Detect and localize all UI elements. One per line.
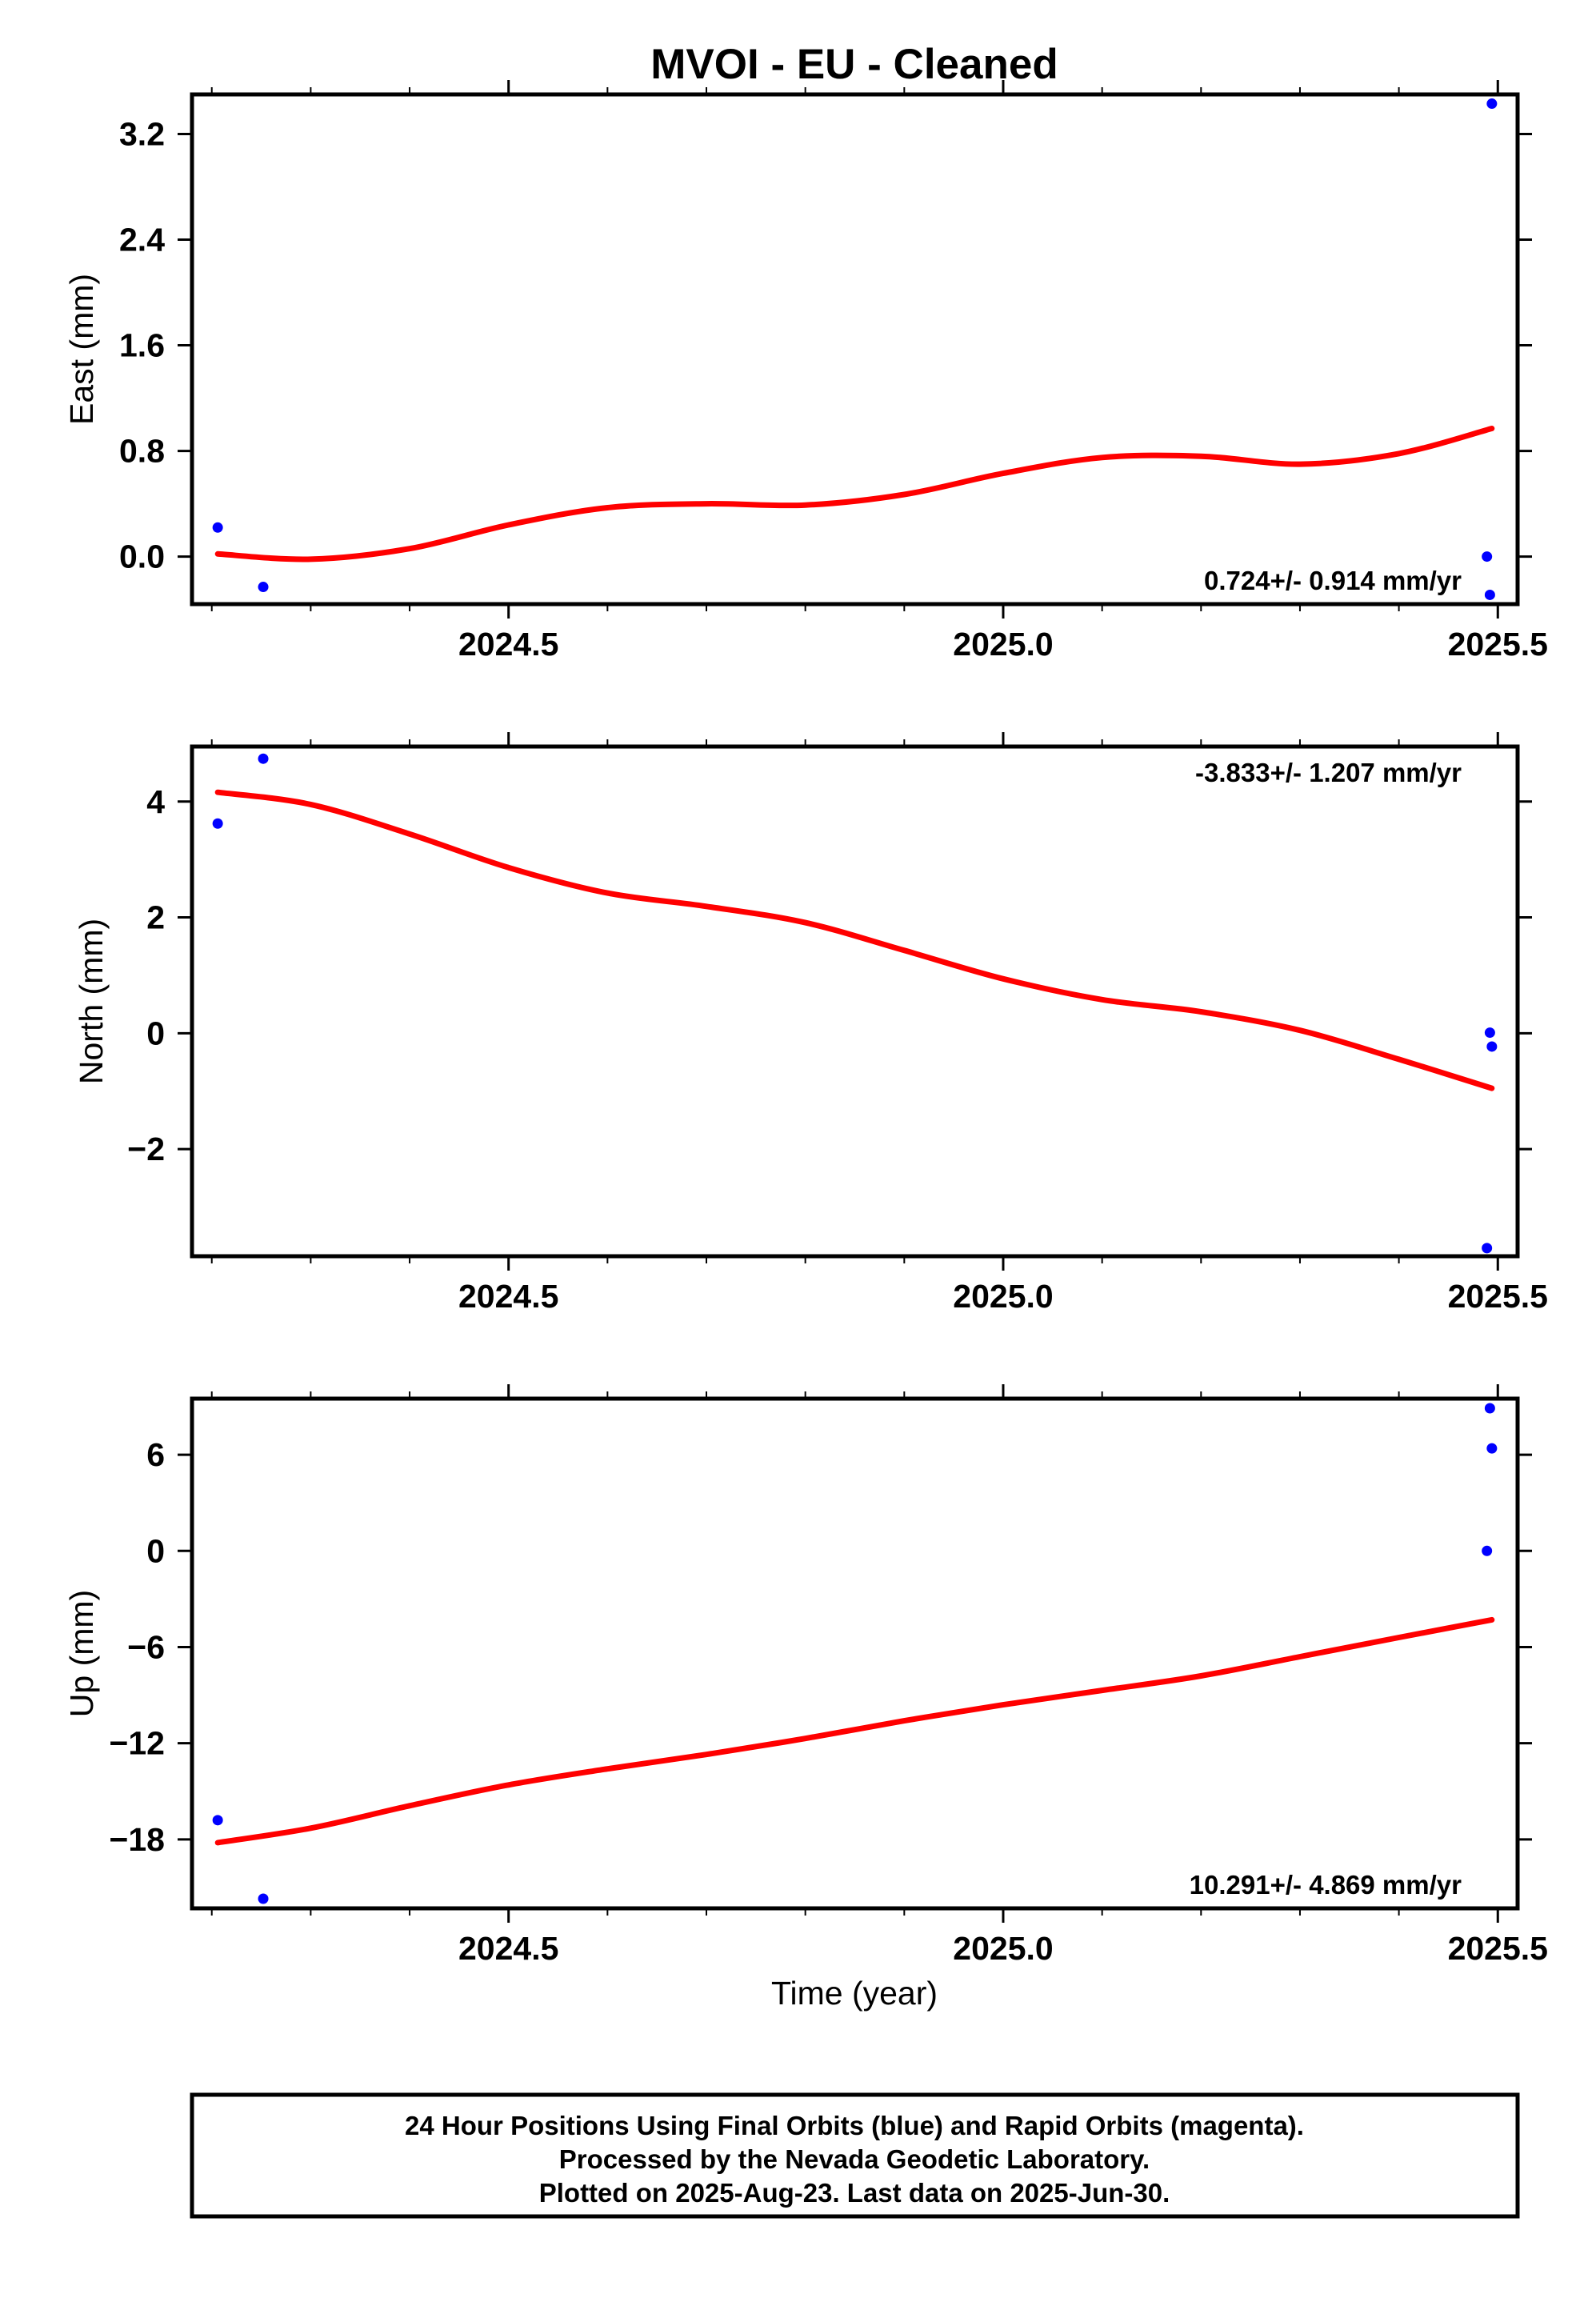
rate-label-north: -3.833+/- 1.207 mm/yr [1195, 758, 1462, 787]
data-point-up [212, 1815, 223, 1826]
data-point-north [258, 753, 269, 764]
panel-east: 2024.5 2025.0 2025.5 0.0 0.8 1.6 2.4 3.2 East (m… [63, 80, 1548, 663]
y-tick-label: 3.2 [119, 116, 165, 153]
x-tick-label: 2025.0 [953, 1278, 1053, 1315]
data-point-east [212, 522, 223, 533]
y-tick-label: 4 [146, 783, 165, 820]
trend-fit-line-up [214, 1616, 1495, 1846]
x-axis-label: Time (year) [771, 1975, 938, 2012]
rate-label-up: 10.291+/- 4.869 mm/yr [1190, 1870, 1462, 1900]
footer-frame [190, 2092, 1520, 2219]
y-axis-label-east: East (mm) [63, 274, 100, 425]
footer-line-1: 24 Hour Positions Using Final Orbits (bl… [405, 2111, 1304, 2140]
x-tick-label: 2024.5 [458, 1930, 558, 1967]
plot-frame-north [190, 744, 1520, 1259]
y-tick-label: −2 [127, 1131, 165, 1167]
data-point-north [1486, 1041, 1498, 1052]
data-point-up [1482, 1545, 1493, 1556]
data-point-up [258, 1893, 269, 1904]
plot-frame-up [190, 1396, 1520, 1911]
y-tick-label: 6 [146, 1436, 165, 1473]
data-point-east [1486, 98, 1498, 110]
x-tick-label: 2025.5 [1448, 1930, 1548, 1967]
y-tick-label: −12 [109, 1725, 165, 1762]
data-point-east [1484, 589, 1495, 600]
y-tick-label: 2 [146, 899, 165, 936]
data-point-up [1484, 1403, 1495, 1414]
y-axis-label-up: Up (mm) [63, 1590, 100, 1717]
y-tick-label: 0.8 [119, 433, 165, 470]
figure-title: MVOI - EU - Cleaned [650, 41, 1058, 88]
footer-line-3: Plotted on 2025-Aug-23. Last data on 202… [539, 2178, 1170, 2208]
y-tick-label: 0 [146, 1015, 165, 1051]
y-tick-label: 1.6 [119, 327, 165, 364]
panels: 2024.5 2025.0 2025.5 0.0 0.8 1.6 2.4 3.2 East (m… [63, 80, 1548, 1967]
footer-box: 24 Hour Positions Using Final Orbits (bl… [190, 2092, 1520, 2219]
x-tick-label: 2025.5 [1448, 626, 1548, 663]
y-tick-label: 2.4 [119, 222, 165, 258]
y-tick-label: −6 [127, 1628, 165, 1665]
x-tick-label: 2025.0 [953, 1930, 1053, 1967]
trend-fit-line-north [214, 789, 1495, 1091]
x-tick-label: 2024.5 [458, 626, 558, 663]
data-point-north [1484, 1027, 1495, 1039]
trend-fit-line-east [214, 426, 1495, 562]
x-tick-label: 2024.5 [458, 1278, 558, 1315]
y-axis-label-north: North (mm) [73, 919, 110, 1084]
x-tick-label: 2025.0 [953, 626, 1053, 663]
data-point-north [212, 818, 223, 829]
plot-frame-east [190, 92, 1520, 607]
footer-line-2: Processed by the Nevada Geodetic Laborat… [559, 2144, 1150, 2174]
data-point-east [258, 582, 269, 593]
x-tick-label: 2025.5 [1448, 1278, 1548, 1315]
panel-up: 2024.5 2025.0 2025.5 −18 −12 −6 0 6 Up (mm) 10.29… [63, 1384, 1548, 1967]
rate-label-east: 0.724+/- 0.914 mm/yr [1204, 566, 1462, 595]
data-point-up [1486, 1443, 1498, 1454]
panel-north: 2024.5 2025.0 2025.5 −2 0 2 4 North (mm) -3.833+… [73, 732, 1548, 1315]
y-tick-label: 0.0 [119, 538, 165, 575]
data-point-north [1482, 1243, 1493, 1254]
y-tick-label: 0 [146, 1532, 165, 1569]
y-tick-label: −18 [109, 1821, 165, 1858]
data-point-east [1482, 551, 1493, 562]
